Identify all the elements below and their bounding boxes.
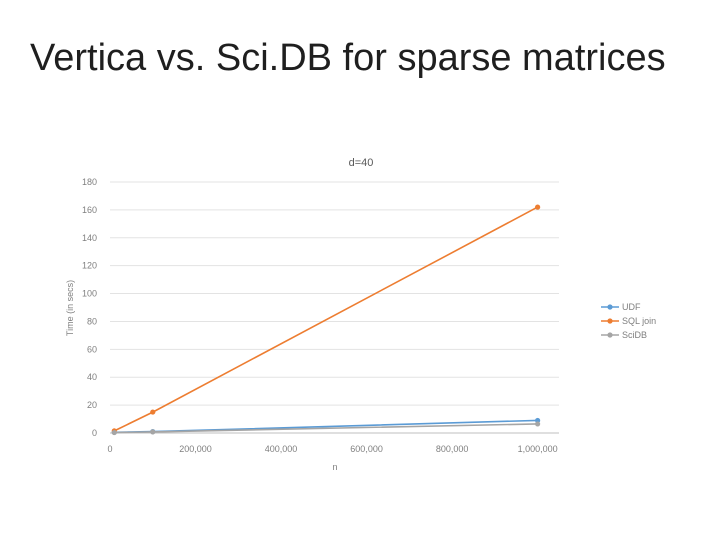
x-tick-label: 0 — [107, 444, 112, 454]
data-point — [535, 204, 541, 210]
y-axis-title: Time (in secs) — [65, 280, 75, 336]
legend-label: SciDB — [622, 330, 647, 340]
legend-label: UDF — [622, 302, 641, 312]
y-tick-label: 60 — [87, 344, 97, 354]
x-tick-label: 1,000,000 — [518, 444, 558, 454]
data-point — [111, 429, 117, 436]
y-tick-label: 40 — [87, 372, 97, 382]
gridlines — [110, 181, 559, 434]
y-tick-label: 140 — [82, 233, 97, 243]
chart-title: d=40 — [349, 157, 374, 169]
legend-marker — [607, 318, 613, 324]
data-point — [535, 421, 541, 427]
series-line — [113, 206, 538, 432]
legend-marker — [607, 332, 613, 338]
y-tick-label: 100 — [82, 289, 97, 299]
y-tick-label: 120 — [82, 261, 97, 271]
series-line — [114, 423, 538, 434]
series-line — [114, 419, 538, 434]
x-tick-label: 600,000 — [350, 444, 383, 454]
data-point — [150, 429, 156, 435]
legend-label: SQL join — [622, 316, 656, 326]
x-tick-label: 200,000 — [179, 444, 212, 454]
legend-marker — [607, 304, 613, 310]
series-layer — [111, 204, 541, 436]
y-tick-label: 80 — [87, 316, 97, 326]
x-tick-label: 800,000 — [436, 444, 469, 454]
x-axis: 0 200,000 400,000 600,000 800,000 1,000,000 — [107, 444, 557, 454]
x-axis-title: n — [332, 462, 337, 472]
y-axis: 0 20 40 60 80 100 120 140 160 180 — [82, 177, 97, 438]
slide-title: Vertica vs. Sci.DB for sparse matrices — [30, 37, 666, 79]
data-point — [150, 409, 156, 415]
y-tick-label: 20 — [87, 400, 97, 410]
y-tick-label: 0 — [92, 428, 97, 438]
x-tick-label: 400,000 — [265, 444, 298, 454]
y-tick-label: 160 — [82, 205, 97, 215]
legend: UDF SQL join SciDB — [601, 302, 656, 340]
y-tick-label: 180 — [82, 177, 97, 187]
